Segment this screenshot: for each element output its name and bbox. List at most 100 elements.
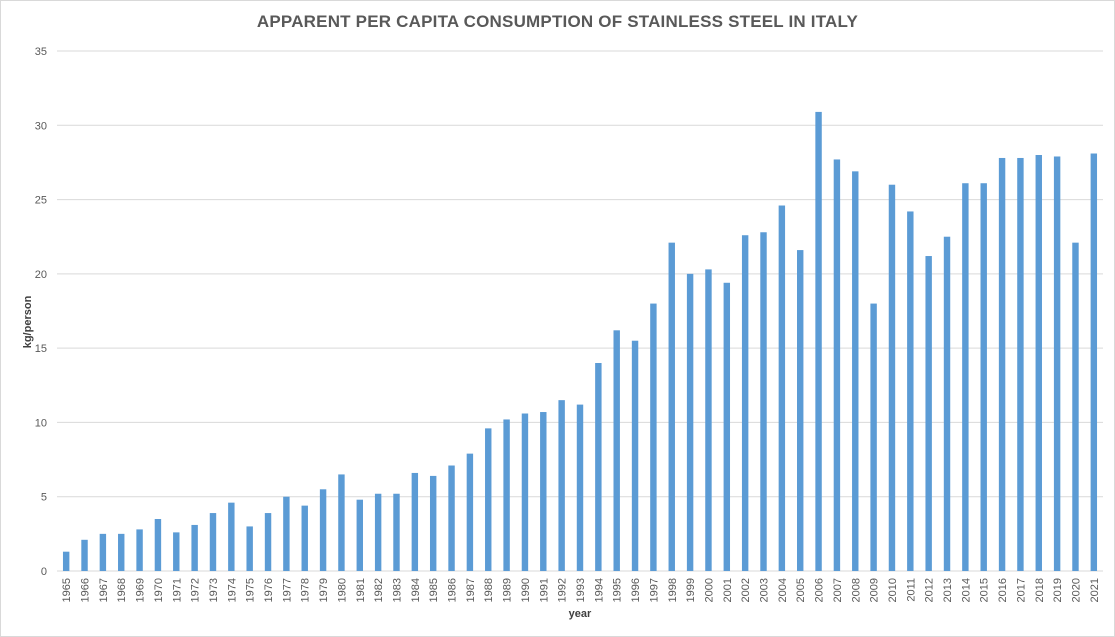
bar-2017 <box>1017 157 1024 571</box>
x-tick-label: 1965 <box>61 578 73 602</box>
bar-1999 <box>686 273 694 571</box>
bar-2012 <box>925 256 932 571</box>
x-tick-label: 1999 <box>685 578 697 602</box>
x-tick-label: 1978 <box>300 578 312 602</box>
x-tick-label: 1989 <box>502 578 514 602</box>
x-tick-label: 1969 <box>135 578 147 602</box>
x-tick-label: 1977 <box>281 578 293 602</box>
x-tick-label: 2010 <box>887 578 899 602</box>
bar-1986 <box>448 465 455 571</box>
x-tick-label: 2019 <box>1052 578 1064 602</box>
x-tick-label: 1974 <box>226 578 238 602</box>
bar-2011 <box>907 211 914 571</box>
x-tick-label: 1981 <box>355 578 367 602</box>
bar-1982 <box>374 493 382 571</box>
bar-1972 <box>191 524 198 571</box>
bar-1974 <box>228 502 235 571</box>
x-tick-label: 2008 <box>850 578 862 602</box>
x-tick-label: 2003 <box>759 578 771 602</box>
x-tick-label: 1972 <box>190 578 202 602</box>
x-tick-label: 1987 <box>465 578 477 602</box>
x-tick-label: 1985 <box>428 578 440 602</box>
bar-1980 <box>338 474 345 571</box>
x-tick-label: 2007 <box>832 578 844 602</box>
y-tick-label: 20 <box>35 269 47 281</box>
x-tick-label: 1983 <box>391 578 403 602</box>
bar-2007 <box>833 159 841 571</box>
chart-title: APPARENT PER CAPITA CONSUMPTION OF STAIN… <box>256 12 859 31</box>
y-tick-label: 25 <box>35 195 47 207</box>
bar-1978 <box>301 505 308 571</box>
bar-2008 <box>852 171 859 572</box>
y-tick-label: 30 <box>35 120 47 132</box>
x-tick-label: 1966 <box>80 578 92 602</box>
bars <box>62 111 1098 572</box>
bar-1987 <box>466 453 474 571</box>
x-tick-label: 1998 <box>667 578 679 602</box>
y-tick-label: 5 <box>41 492 47 504</box>
bar-2004 <box>778 205 786 571</box>
x-axis-ticks: 1965 1966 1967 1968 1969 1970 1971 1972 1973 1974… <box>61 578 1101 602</box>
x-tick-label: 2000 <box>703 578 715 602</box>
x-tick-label: 1970 <box>153 578 165 602</box>
bar-1979 <box>319 489 327 571</box>
bar-1971 <box>173 532 180 571</box>
bar-2013 <box>943 236 951 571</box>
x-tick-label: 1979 <box>318 578 330 602</box>
bar-2015 <box>980 183 987 571</box>
x-tick-label: 2020 <box>1070 578 1082 602</box>
x-tick-label: 2017 <box>1015 578 1027 602</box>
x-tick-label: 2002 <box>740 578 752 602</box>
bar-1969 <box>136 529 143 571</box>
bar-1994 <box>595 363 602 571</box>
x-tick-label: 2014 <box>960 578 972 602</box>
x-tick-label: 2001 <box>722 578 734 602</box>
bar-2006 <box>815 111 822 572</box>
bar-1990 <box>521 413 529 571</box>
x-tick-label: 2009 <box>869 578 881 602</box>
x-tick-label: 1996 <box>630 578 642 602</box>
bar-1998 <box>668 242 675 571</box>
bar-1976 <box>264 513 272 571</box>
x-axis-title: year <box>569 608 592 620</box>
bar-2002 <box>741 235 749 571</box>
bar-1995 <box>613 330 620 571</box>
y-tick-label: 10 <box>35 417 47 429</box>
x-tick-label: 2004 <box>777 578 789 602</box>
y-axis-title: kg/person <box>22 295 34 348</box>
bar-2014 <box>962 183 969 571</box>
bar-1989 <box>503 419 510 571</box>
bar-2020 <box>1072 242 1079 571</box>
bar-1984 <box>411 472 419 571</box>
bar-2016 <box>998 157 1006 571</box>
y-tick-label: 0 <box>41 566 47 578</box>
x-tick-label: 1990 <box>520 578 532 602</box>
x-tick-label: 2012 <box>924 578 936 602</box>
bar-2019 <box>1053 156 1061 571</box>
x-tick-label: 1986 <box>447 578 459 602</box>
x-tick-label: 1973 <box>208 578 220 602</box>
x-tick-label: 1976 <box>263 578 275 602</box>
bar-1991 <box>540 412 547 571</box>
x-tick-label: 2013 <box>942 578 954 602</box>
bar-2018 <box>1035 155 1042 571</box>
x-tick-label: 2018 <box>1034 578 1046 602</box>
bar-1977 <box>283 496 290 571</box>
bar-1988 <box>485 428 492 571</box>
bar-2005 <box>796 250 804 572</box>
x-tick-label: 2006 <box>814 578 826 602</box>
x-tick-label: 1980 <box>336 578 348 602</box>
bar-1970 <box>154 519 162 571</box>
bar-1968 <box>118 533 125 571</box>
x-tick-label: 1988 <box>483 578 495 602</box>
x-tick-label: 1982 <box>373 578 385 602</box>
x-tick-label: 1994 <box>593 578 605 602</box>
bar-1967 <box>99 533 107 571</box>
y-axis-ticks: 0 5 10 15 20 25 30 35 <box>35 46 47 578</box>
x-tick-label: 1984 <box>410 578 422 602</box>
x-tick-label: 1971 <box>171 578 183 602</box>
bar-2000 <box>705 269 712 571</box>
x-tick-label: 2011 <box>905 578 917 602</box>
x-tick-label: 1975 <box>245 578 257 602</box>
